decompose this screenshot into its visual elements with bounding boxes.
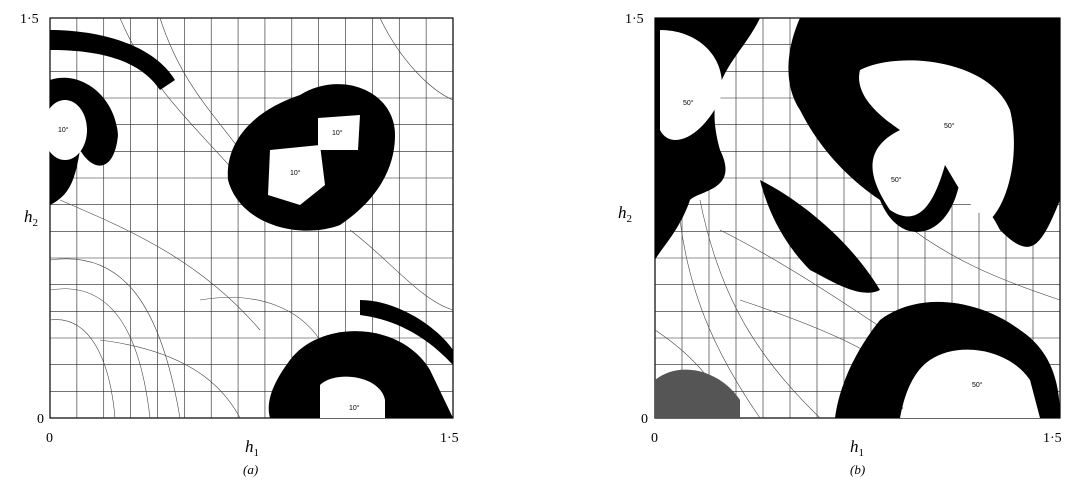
y-tick-label: 1·5 xyxy=(20,12,39,27)
y-tick-label: 1·5 xyxy=(625,12,644,27)
caption: (a) xyxy=(243,462,258,477)
contour-label: 10° xyxy=(332,129,343,137)
x-tick-label: 0 xyxy=(46,431,53,446)
y-axis-label: h2 xyxy=(618,203,632,225)
contour-label: 10° xyxy=(58,126,69,134)
y-axis-label: h2 xyxy=(24,207,38,229)
contour-label: 50° xyxy=(1030,34,1041,42)
x-tick-label: 1·5 xyxy=(1043,431,1062,446)
contour-label: 10° xyxy=(290,169,301,177)
y-tick-label: 0 xyxy=(641,412,648,427)
panel-a: 1·5 0 0 1·5 h1 h2 (a) 10° 10° 10° 10° xyxy=(20,12,459,477)
contour-label: 50° xyxy=(683,99,694,107)
x-tick-label: 0 xyxy=(651,431,658,446)
contour-label: 50° xyxy=(891,176,902,184)
caption: (b) xyxy=(850,462,865,477)
contour-label: 50° xyxy=(893,406,904,414)
contour-label: 10° xyxy=(349,404,360,412)
panel-b: 1·5 0 0 1·5 h1 h2 (b) 50° 50° 50° 50° 50… xyxy=(618,12,1062,477)
x-tick-label: 1·5 xyxy=(440,431,459,446)
figure: 1·5 0 0 1·5 h1 h2 (a) 10° 10° 10° 10° xyxy=(0,0,1068,482)
x-axis-label: h1 xyxy=(850,437,864,459)
x-axis-label: h1 xyxy=(245,437,259,459)
contour-label: 50° xyxy=(972,381,983,389)
contour-label: 50° xyxy=(944,122,955,130)
contour-label: 50° xyxy=(660,174,671,182)
y-tick-label: 0 xyxy=(37,412,44,427)
